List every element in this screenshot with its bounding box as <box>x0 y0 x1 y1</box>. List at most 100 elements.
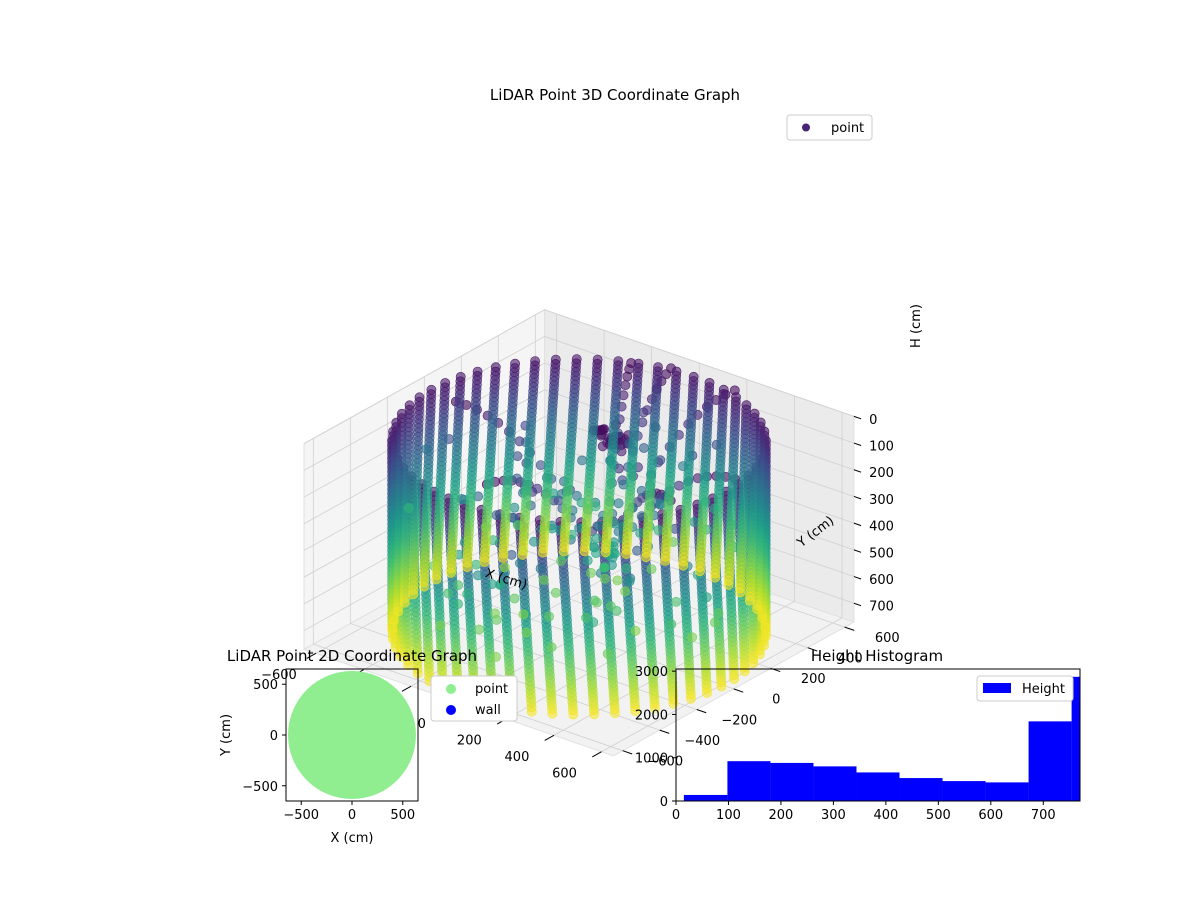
lidar-point <box>591 533 602 544</box>
lidar-point <box>592 354 603 365</box>
lidar-point <box>582 555 593 566</box>
lidar-point <box>426 384 437 395</box>
legend-box <box>786 114 873 141</box>
lidar-point <box>556 556 566 566</box>
lidar-point <box>443 588 454 599</box>
lidar-point <box>546 642 557 653</box>
lidar-point <box>455 371 466 382</box>
h-tick-mark <box>853 522 862 527</box>
histogram-bar <box>1028 721 1072 801</box>
chart-2d-ticks: −500 0 500 −500 0 500 <box>242 678 415 823</box>
h-tick-label: 700 <box>869 600 894 615</box>
x-tick-mark <box>544 734 555 741</box>
lidar-point <box>641 552 651 562</box>
histogram-bar <box>813 766 857 801</box>
lidar-point <box>588 617 599 628</box>
lidar-point <box>491 510 502 521</box>
chart-3d-title: LiDAR Point 3D Coordinate Graph <box>490 86 740 104</box>
y-tick-label: 1000 <box>635 752 668 767</box>
lidar-point <box>760 631 771 642</box>
lidar-point <box>491 652 501 662</box>
y-tick-mark <box>622 750 633 755</box>
h-tick-label: 200 <box>869 466 894 481</box>
histogram-bar <box>856 772 900 801</box>
lidar-point <box>589 709 600 720</box>
lidar-point <box>577 455 587 466</box>
point-region <box>288 671 416 799</box>
y-tick-label: −500 <box>242 780 278 795</box>
legend-marker-wall <box>446 705 456 715</box>
lidar-point <box>748 658 759 668</box>
lidar-point <box>729 385 740 396</box>
chart-3d-legend: point <box>786 114 873 141</box>
lidar-point <box>440 378 451 388</box>
lidar-point <box>510 358 520 369</box>
legend-marker-point <box>802 123 810 132</box>
lidar-point <box>710 572 721 583</box>
x-tick-label: 700 <box>1031 808 1056 823</box>
x-tick-label: 100 <box>716 808 741 823</box>
y-tick-mark <box>659 729 670 734</box>
legend-marker-height <box>983 683 1011 693</box>
lidar-point <box>610 708 620 719</box>
lidar-point <box>759 640 769 651</box>
h-tick-mark <box>853 495 862 500</box>
chart-3d-zlabel: H (cm) <box>909 304 924 348</box>
lidar-point <box>666 619 677 629</box>
lidar-point <box>686 693 696 704</box>
histogram-bar <box>1071 676 1080 801</box>
x-tick-label: 200 <box>457 734 482 749</box>
grid-line-h <box>303 336 855 471</box>
lidar-point <box>621 549 632 560</box>
lidar-point <box>630 706 641 716</box>
h-tick-label: 100 <box>869 440 894 455</box>
lidar-point <box>650 703 660 713</box>
lidar-point <box>735 587 746 598</box>
y-tick-label: 2000 <box>635 708 668 723</box>
h-tick-mark <box>853 469 862 473</box>
chart-3d: LiDAR Point 3D Coordinate Graph −600−400… <box>261 86 924 781</box>
h-tick-mark <box>853 415 862 420</box>
grid-line-h <box>303 309 855 444</box>
h-tick-label: 400 <box>869 520 894 535</box>
lidar-point <box>602 648 613 659</box>
lidar-point <box>512 473 522 484</box>
y-tick-label: 0 <box>660 795 668 810</box>
lidar-point <box>509 593 520 604</box>
lidar-point <box>571 354 582 364</box>
lidar-point <box>512 451 523 462</box>
y-tick-label: 0 <box>270 729 278 744</box>
y-tick-mark <box>696 709 707 714</box>
histogram-bar <box>683 794 728 801</box>
y-tick-label: 600 <box>875 631 900 646</box>
lidar-point <box>620 380 631 391</box>
lidar-point <box>630 625 641 636</box>
lidar-point <box>713 608 724 618</box>
lidar-point <box>518 609 529 620</box>
lidar-point <box>599 573 610 584</box>
h-tick-label: 300 <box>869 493 894 508</box>
lidar-point <box>568 709 579 720</box>
lidar-point <box>757 613 768 623</box>
legend-label-point: point <box>831 121 864 136</box>
x-tick-label: −600 <box>261 668 297 683</box>
h-tick-label: 0 <box>869 413 877 428</box>
lidar-point <box>530 356 540 366</box>
x-tick-label: 600 <box>978 808 1003 823</box>
lidar-point <box>435 620 446 631</box>
lidar-point <box>605 479 616 490</box>
h-tick-mark <box>853 576 862 580</box>
lidar-point <box>472 366 483 377</box>
y-tick-label: 400 <box>838 652 863 667</box>
lidar-point <box>723 579 734 590</box>
lidar-point <box>612 575 623 586</box>
x-tick-mark <box>592 751 602 758</box>
histogram-bars <box>683 676 1080 801</box>
x-tick-label: −500 <box>283 808 319 823</box>
y-tick-label: −200 <box>721 713 757 728</box>
x-tick-label: 600 <box>552 766 577 781</box>
lidar-point <box>624 576 635 587</box>
lidar-point <box>716 681 727 692</box>
x-tick-label: 400 <box>505 750 530 765</box>
